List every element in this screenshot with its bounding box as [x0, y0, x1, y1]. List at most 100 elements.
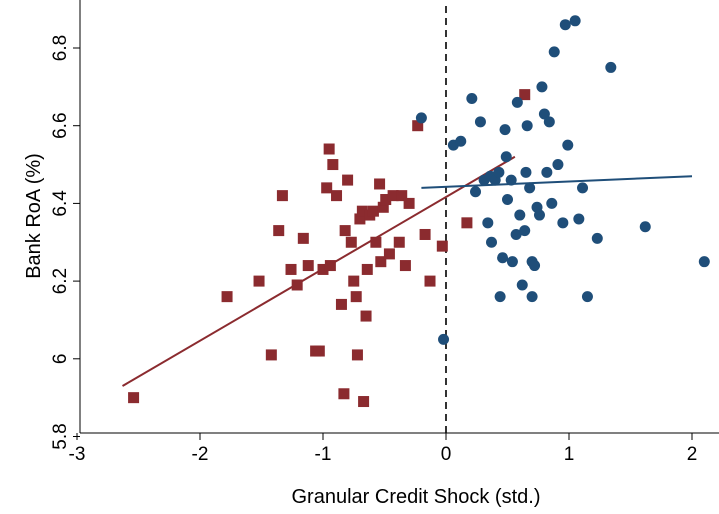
y-tick-label: 6.6 — [50, 112, 71, 138]
data-point-circle — [548, 46, 560, 58]
data-point-square — [351, 349, 363, 361]
data-point-square — [436, 240, 448, 252]
data-point-circle — [524, 182, 536, 194]
data-point-circle — [470, 186, 482, 198]
data-point-square — [519, 89, 531, 101]
data-point-square — [399, 260, 411, 272]
data-point-square — [338, 388, 350, 400]
data-point-square — [461, 217, 473, 229]
data-point-square — [354, 213, 366, 225]
data-point-circle — [474, 116, 486, 128]
data-point-circle — [500, 151, 512, 163]
data-point-square — [375, 256, 387, 268]
data-point-square — [345, 236, 357, 248]
data-point-square — [302, 260, 314, 272]
data-point-square — [327, 159, 339, 171]
data-point-square — [265, 349, 277, 361]
data-point-circle — [536, 81, 548, 93]
data-point-square — [348, 275, 360, 287]
y-tick-label: 6.4 — [50, 190, 71, 217]
data-point-square — [331, 190, 343, 202]
data-point-square — [253, 275, 265, 287]
data-point-circle — [415, 112, 427, 124]
data-point-square — [297, 232, 309, 244]
data-point-circle — [573, 213, 585, 225]
data-point-square — [370, 236, 382, 248]
data-point-circle — [493, 166, 505, 178]
y-tick-label: 5.8 — [50, 423, 71, 449]
data-point-circle — [543, 116, 555, 128]
data-point-square — [358, 396, 370, 408]
data-point-square — [324, 260, 336, 272]
data-point-circle — [569, 15, 581, 27]
data-point-circle — [529, 260, 541, 272]
data-point-circle — [494, 291, 506, 303]
data-point-circle — [511, 96, 523, 108]
data-point-circle — [438, 333, 450, 345]
x-axis-title: Granular Credit Shock (std.) — [292, 486, 541, 508]
data-point-square — [221, 291, 233, 303]
data-point-square — [339, 225, 351, 237]
data-point-square — [285, 263, 297, 275]
data-point-circle — [541, 166, 553, 178]
data-point-circle — [486, 236, 498, 248]
data-point-circle — [533, 209, 545, 221]
y-axis-title: Bank RoA (%) — [23, 153, 45, 279]
x-tick-label: -1 — [315, 444, 332, 465]
y-tick-label: 6 — [50, 354, 71, 365]
data-point-circle — [577, 182, 589, 194]
data-point-square — [317, 263, 329, 275]
data-point-circle — [506, 256, 518, 268]
fit-line — [421, 175, 693, 189]
data-point-circle — [521, 120, 533, 132]
data-point-circle — [466, 93, 478, 105]
data-point-square — [276, 190, 288, 202]
data-point-square — [361, 263, 373, 275]
data-point-circle — [502, 194, 513, 206]
y-tick-label: 6.2 — [50, 268, 71, 294]
data-point-square — [350, 291, 362, 303]
data-point-circle — [559, 19, 571, 31]
data-point-circle — [499, 124, 511, 136]
data-point-circle — [520, 166, 532, 178]
data-point-square — [383, 248, 395, 260]
data-point-square — [323, 143, 335, 155]
x-tick-label: 0 — [441, 444, 452, 465]
data-point-square — [273, 225, 285, 237]
data-point-circle — [505, 174, 517, 186]
data-point-square — [387, 190, 399, 202]
data-point-square — [342, 174, 354, 186]
data-point-circle — [591, 232, 603, 244]
data-point-square — [403, 197, 415, 209]
data-point-circle — [514, 209, 526, 221]
data-point-square — [321, 182, 333, 194]
data-point-square — [380, 194, 392, 206]
data-point-square — [412, 120, 424, 132]
x-tick-label: -2 — [192, 444, 209, 465]
data-point-circle — [526, 291, 538, 303]
data-point-square — [393, 236, 405, 248]
data-point-square — [377, 201, 389, 213]
data-point-square — [356, 205, 368, 217]
data-point-square — [291, 279, 303, 291]
data-point-circle — [562, 139, 574, 151]
data-point-square — [335, 298, 347, 310]
axes: -3 -2 -1 0 1 2 5.8 6 6.2 6.4 6.6 6.8 — [50, 0, 719, 465]
data-point-square — [128, 392, 140, 404]
data-point-square — [360, 310, 372, 322]
y-tick-label: 6.8 — [50, 35, 71, 61]
data-point-circle — [605, 61, 617, 73]
data-point-square — [374, 178, 386, 190]
x-tick-label: -3 — [69, 444, 86, 465]
data-point-square — [313, 345, 325, 357]
data-point-square — [396, 190, 408, 202]
data-point-square — [424, 275, 436, 287]
data-point-circle — [581, 291, 593, 303]
data-point-circle — [557, 217, 569, 229]
data-point-circle — [455, 135, 467, 147]
data-point-circle — [497, 252, 509, 264]
data-point-circle — [546, 197, 558, 209]
x-tick-label: 2 — [687, 444, 698, 465]
data-point-circle — [698, 256, 710, 268]
